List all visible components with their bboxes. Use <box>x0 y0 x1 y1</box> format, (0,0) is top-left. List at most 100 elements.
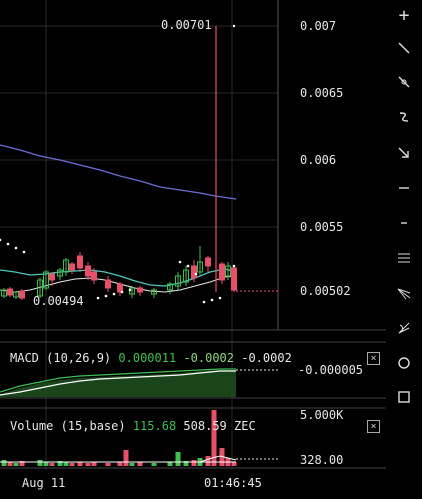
volume-bar <box>69 463 75 466</box>
trend-line-icon[interactable] <box>394 38 414 58</box>
sar-dot <box>186 264 190 268</box>
volume-bar <box>123 450 129 466</box>
ellipse-icon[interactable] <box>394 353 414 373</box>
sar-dot <box>96 296 100 300</box>
sar-dot <box>6 242 10 246</box>
macd-axis-label: -0.000005 <box>298 363 364 377</box>
macd-main-line <box>0 370 236 396</box>
candle <box>1 288 7 298</box>
pitchfork-icon[interactable] <box>394 283 414 303</box>
candle-body <box>57 269 63 277</box>
volume-axis-label-current: 328.00 <box>300 453 344 467</box>
volume-bar <box>13 463 19 466</box>
price-label-0-007: 0.007 <box>300 19 337 33</box>
candle-body <box>37 279 43 297</box>
price-label-0-0065: 0.0065 <box>300 86 344 100</box>
brush-icon[interactable] <box>394 107 414 127</box>
volume-legend[interactable]: Volume (15,base) 115.68 508.59 ZEC <box>10 419 256 433</box>
candle-body <box>219 263 225 281</box>
candle-body <box>69 263 75 271</box>
volume-bar <box>19 461 25 466</box>
candle-body <box>117 283 123 293</box>
low-price-marker: 0.00494 <box>33 294 84 308</box>
volume-bar <box>175 452 181 466</box>
volume-title: Volume (15,base) <box>10 419 126 433</box>
sar-dot <box>0 238 2 242</box>
price-label-icon[interactable] <box>394 213 414 233</box>
candle-body <box>13 291 19 298</box>
volume-value-1: 115.68 <box>132 419 177 433</box>
macd-signal-line <box>0 368 236 393</box>
candle-body <box>205 257 211 267</box>
macd-title: MACD (10,26,9) <box>10 351 112 365</box>
candle <box>105 276 111 292</box>
high-price-marker: 0.00701 <box>161 18 212 32</box>
sar-dots <box>0 238 236 304</box>
candle-body <box>91 271 97 281</box>
crosshair-icon[interactable]: + <box>398 4 410 26</box>
volume-axis-label-max: 5.000K <box>300 408 344 422</box>
candle-body <box>225 265 231 277</box>
macd-legend[interactable]: MACD (10,26,9) 0.000011 -0.0002 -0.0002 <box>10 351 292 365</box>
candle-body <box>167 283 173 291</box>
sar-dot <box>210 298 214 302</box>
candle <box>225 262 231 280</box>
sar-dot <box>14 246 18 250</box>
candle-body <box>191 265 197 279</box>
volume-bar <box>37 460 43 466</box>
candle <box>231 266 237 292</box>
candle <box>117 282 123 296</box>
candle <box>191 260 197 282</box>
volume-bar <box>205 456 211 466</box>
fib-fan-icon[interactable] <box>394 318 414 338</box>
sar-dot <box>194 272 198 276</box>
volume-bar <box>77 462 83 466</box>
candle <box>57 268 63 280</box>
sar-dot <box>120 290 124 294</box>
volume-bar <box>129 463 135 466</box>
candle <box>91 268 97 284</box>
candle <box>7 287 13 297</box>
volume-close-icon[interactable]: × <box>367 420 380 433</box>
macd-value-3: -0.0002 <box>241 351 292 365</box>
candle-body <box>105 279 111 289</box>
macd-close-icon[interactable]: × <box>367 352 380 365</box>
sar-dot <box>232 264 236 268</box>
candle <box>19 289 25 300</box>
candle-body <box>77 255 83 269</box>
ray-icon[interactable] <box>394 72 414 92</box>
sar-dot <box>128 288 132 292</box>
candle-body <box>231 267 237 291</box>
parallel-channel-icon[interactable] <box>394 248 414 268</box>
volume-bar <box>85 463 91 466</box>
volume-bar <box>7 462 13 466</box>
sar-dot <box>218 296 222 300</box>
volume-bar <box>63 462 69 466</box>
volume-bar <box>191 460 197 466</box>
candles <box>1 246 237 300</box>
volume-bar <box>1 460 7 466</box>
candle <box>43 270 49 290</box>
candle-body <box>85 265 91 277</box>
candle <box>77 252 83 272</box>
volume-bar <box>183 461 189 466</box>
macd-value-2: -0.0002 <box>183 351 234 365</box>
candle-body <box>43 271 49 289</box>
price-label-0-006: 0.006 <box>300 153 337 167</box>
volume-bar <box>57 461 63 466</box>
volume-bar <box>231 462 237 466</box>
candle-body <box>19 290 25 299</box>
candle <box>175 272 181 290</box>
volume-bar <box>49 463 55 466</box>
candle <box>49 272 55 286</box>
candle-body <box>49 273 55 281</box>
candle-body <box>183 269 189 283</box>
candle-body <box>197 261 203 273</box>
arrow-icon[interactable] <box>394 143 414 163</box>
candle <box>13 291 19 299</box>
horizontal-line-icon[interactable] <box>394 178 414 198</box>
rectangle-icon[interactable] <box>394 387 414 407</box>
time-label-current: 01:46:45 <box>204 476 262 490</box>
volume-bar <box>91 462 97 466</box>
